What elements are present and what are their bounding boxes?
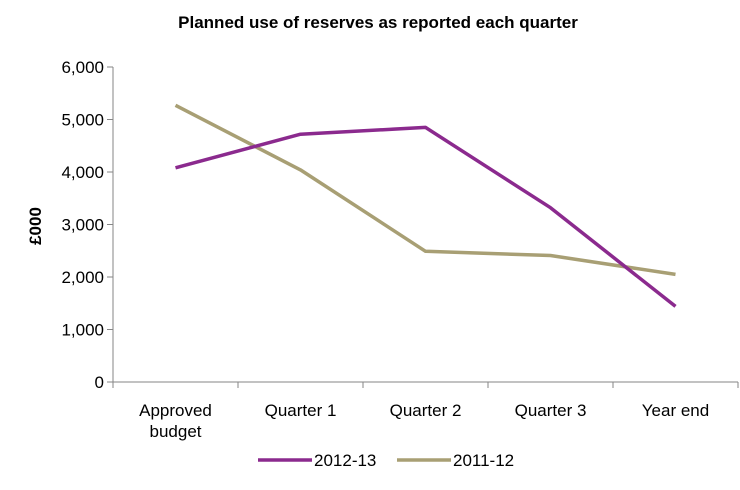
y-tick-label: 5,000 — [61, 111, 104, 130]
y-tick-label: 3,000 — [61, 216, 104, 235]
series-line-2011-12 — [174, 103, 676, 277]
x-tick-label: Quarter 1 — [265, 401, 337, 420]
x-tick-label: Quarter 3 — [515, 401, 587, 420]
y-tick-label: 4,000 — [61, 163, 104, 182]
x-tick-label: Quarter 2 — [390, 401, 462, 420]
chart-title: Planned use of reserves as reported each… — [178, 13, 578, 32]
y-axis-label: £000 — [26, 207, 45, 245]
legend-label-2012-13: 2012-13 — [314, 451, 376, 470]
legend-label-2011-12: 2011-12 — [453, 451, 514, 470]
x-tick-label: Approved budget — [139, 401, 212, 441]
y-tick-label: 2,000 — [61, 268, 104, 287]
series-line-2012-13 — [175, 125, 677, 308]
y-tick-label: 6,000 — [61, 58, 104, 77]
y-tick-label: 0 — [95, 373, 104, 392]
x-tick-label: Year end — [642, 401, 709, 420]
y-tick-label: 1,000 — [61, 321, 104, 340]
